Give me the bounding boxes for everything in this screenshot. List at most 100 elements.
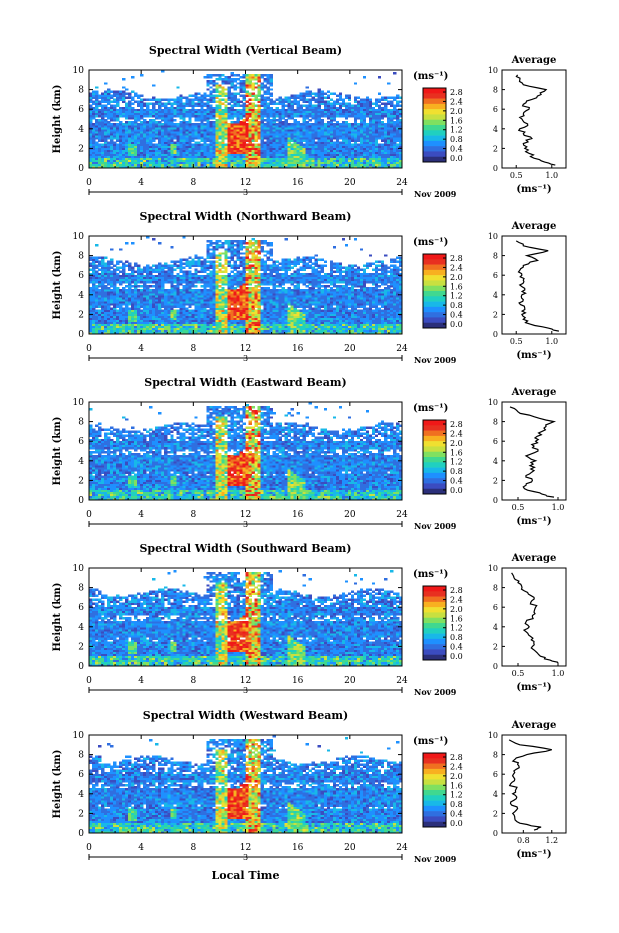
heatmap-cell (140, 299, 143, 301)
heatmap-cell (119, 154, 122, 156)
heatmap-cell (378, 113, 381, 115)
heatmap-cell (396, 146, 399, 148)
heatmap-cell (297, 121, 300, 123)
heatmap-cell (212, 74, 215, 76)
heatmap-cell (119, 92, 122, 94)
heatmap-cell (327, 109, 330, 111)
heatmap-cell (128, 133, 131, 135)
heatmap-cell (98, 289, 101, 291)
heatmap-cell (122, 90, 125, 92)
heatmap-cell (387, 152, 390, 154)
heatmap-cell (327, 127, 330, 129)
heatmap-cell (188, 111, 191, 113)
heatmap-cell (384, 141, 387, 143)
heatmap-cell (140, 297, 143, 299)
heatmap-cell (152, 125, 155, 127)
heatmap-cell (261, 144, 264, 146)
heatmap-cell (122, 156, 125, 158)
heatmap-cell (384, 154, 387, 156)
heatmap-cell (197, 115, 200, 117)
heatmap-cell (92, 160, 95, 162)
heatmap-cell (393, 152, 396, 154)
heatmap-cell (173, 148, 176, 150)
heatmap-cell (95, 326, 98, 328)
heatmap-cell (206, 156, 209, 158)
heatmap-cell (122, 141, 125, 143)
heatmap-cell (261, 84, 264, 86)
heatmap-cell (218, 121, 221, 123)
heatmap-cell (264, 119, 267, 121)
heatmap-cell (363, 141, 366, 143)
heatmap-cell (330, 152, 333, 154)
heatmap-cell (218, 78, 221, 80)
heatmap-cell (333, 133, 336, 135)
heatmap-cell (303, 97, 306, 99)
heatmap-cell (315, 131, 318, 133)
heatmap-cell (194, 113, 197, 115)
heatmap-cell (101, 275, 104, 277)
heatmap-cell (312, 164, 315, 166)
heatmap-cell (230, 97, 233, 99)
heatmap-cell (95, 164, 98, 166)
heatmap-cell (315, 162, 318, 164)
heatmap-cell (107, 109, 110, 111)
heatmap-cell (249, 125, 252, 127)
heatmap-cell (98, 285, 101, 287)
heatmap-cell (146, 125, 149, 127)
heatmap-cell (372, 127, 375, 129)
heatmap-cell (393, 107, 396, 109)
heatmap-cell (134, 279, 137, 281)
heatmap-cell (155, 277, 158, 279)
heatmap-cell (378, 137, 381, 139)
heatmap-cell (125, 103, 128, 105)
heatmap-cell (288, 107, 291, 109)
heatmap-cell (288, 133, 291, 135)
heatmap-cell (330, 103, 333, 105)
heatmap-cell (98, 328, 101, 330)
heatmap-cell (143, 328, 146, 330)
heatmap-cell (249, 135, 252, 137)
heatmap-cell (393, 139, 396, 141)
heatmap-cell (291, 158, 294, 160)
heatmap-cell (92, 92, 95, 94)
heatmap-cell (158, 135, 161, 137)
heatmap-cell (170, 135, 173, 137)
heatmap-cell (330, 117, 333, 119)
heatmap-cell (249, 99, 252, 101)
heatmap-cell (98, 95, 101, 97)
heatmap-cell (297, 158, 300, 160)
heatmap-cell (188, 105, 191, 107)
heatmap-cell (267, 131, 270, 133)
heatmap-cell (185, 283, 188, 285)
heatmap-cell (182, 141, 185, 143)
heatmap-cell (224, 78, 227, 80)
heatmap-cell (333, 117, 336, 119)
heatmap-cell (348, 113, 351, 115)
x-tick-label: 4 (138, 178, 144, 188)
heatmap-cell (309, 160, 312, 162)
heatmap-cell (384, 131, 387, 133)
heatmap-cell (107, 287, 110, 289)
heatmap-cell (92, 129, 95, 131)
heatmap-cell (294, 129, 297, 131)
heatmap-cell (161, 150, 164, 152)
heatmap-cell (140, 139, 143, 141)
heatmap-cell (312, 92, 315, 94)
heatmap-cell (375, 139, 378, 141)
heatmap-cell (200, 314, 203, 316)
heatmap-cell (182, 113, 185, 115)
heatmap-cell (282, 103, 285, 105)
heatmap-cell (279, 99, 282, 101)
heatmap-cell (158, 287, 161, 289)
heatmap-cell (255, 105, 258, 107)
heatmap-cell (95, 320, 98, 322)
heatmap-cell (149, 156, 152, 158)
heatmap-cell (354, 121, 357, 123)
heatmap-cell (92, 307, 95, 309)
heatmap-cell (113, 144, 116, 146)
heatmap-cell (155, 144, 158, 146)
heatmap-cell (137, 305, 140, 307)
heatmap-cell (164, 109, 167, 111)
heatmap-cell (218, 84, 221, 86)
heatmap-cell (276, 144, 279, 146)
